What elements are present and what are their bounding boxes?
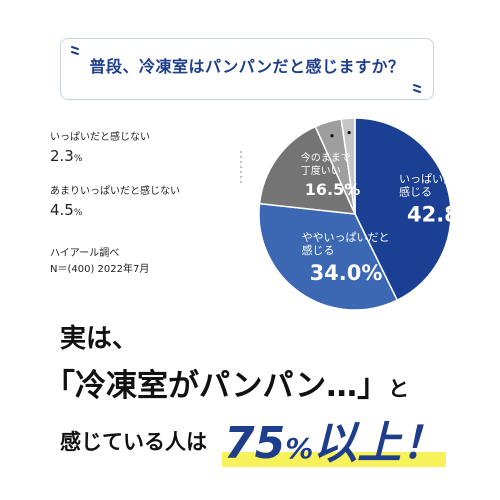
headline-line3: 感じている人は (60, 430, 207, 454)
source-line2: N＝(400) 2022年7月 (50, 264, 150, 275)
pie-slice (340, 117, 356, 215)
pie-slice (258, 125, 357, 215)
divider-dot (240, 176, 242, 178)
slice-label: 今のままで (301, 151, 351, 164)
slice-label: 丁度いい (301, 164, 341, 177)
headline-stat: 75%以上！ (224, 418, 446, 469)
divider-dot (240, 171, 242, 173)
leader-lines (240, 131, 351, 183)
legend-item-not-full: いっぱいだと感じない 2.3% (50, 128, 150, 165)
quote-open-icon (71, 46, 79, 55)
slice-value: 42.8% (407, 203, 480, 227)
source-note: ハイアール調べ N＝(400) 2022年7月 (50, 246, 149, 278)
pie-slice (258, 202, 399, 311)
divider-dot (240, 151, 242, 153)
pie-slice (354, 117, 452, 302)
legend-value: 2.3% (50, 147, 83, 165)
divider-dot (240, 161, 242, 163)
quote-close-icon (413, 84, 421, 93)
divider-dot (240, 156, 242, 158)
headline-line1: 実は、 (60, 324, 139, 354)
slice-label: いっぱいだと (399, 173, 465, 186)
slice-value: 16.5% (305, 180, 361, 199)
legend-value: 4.5% (50, 201, 83, 219)
slice-marker (330, 134, 334, 138)
legend-label: あまりいっぱいだと感じない (50, 186, 180, 197)
question-text: 普段、冷凍室はパンパンだと感じますか？ (89, 57, 405, 76)
question-box: 普段、冷凍室はパンパンだと感じますか？ (60, 38, 434, 100)
source-line1: ハイアール調べ (50, 248, 120, 259)
divider-dot (240, 181, 242, 183)
slice-labels: いっぱいだと感じる42.8%ややいっぱいだと感じる34.0%今のままで丁度いい1… (301, 151, 480, 285)
divider-dot (240, 166, 242, 168)
slice-label: ややいっぱいだと (302, 231, 390, 244)
legend-label: いっぱいだと感じない (50, 132, 150, 143)
headline-line2: 「冷凍室がパンパン…」と (44, 368, 410, 404)
stat-highlight (222, 452, 446, 467)
legend-item-not-very-full: あまりいっぱいだと感じない 4.5% (50, 182, 180, 219)
slice-marker (347, 131, 351, 135)
slice-value: 34.0% (310, 261, 383, 285)
pie-slices (258, 117, 452, 311)
slice-label: 感じる (399, 186, 432, 199)
slice-label: 感じる (302, 244, 335, 257)
